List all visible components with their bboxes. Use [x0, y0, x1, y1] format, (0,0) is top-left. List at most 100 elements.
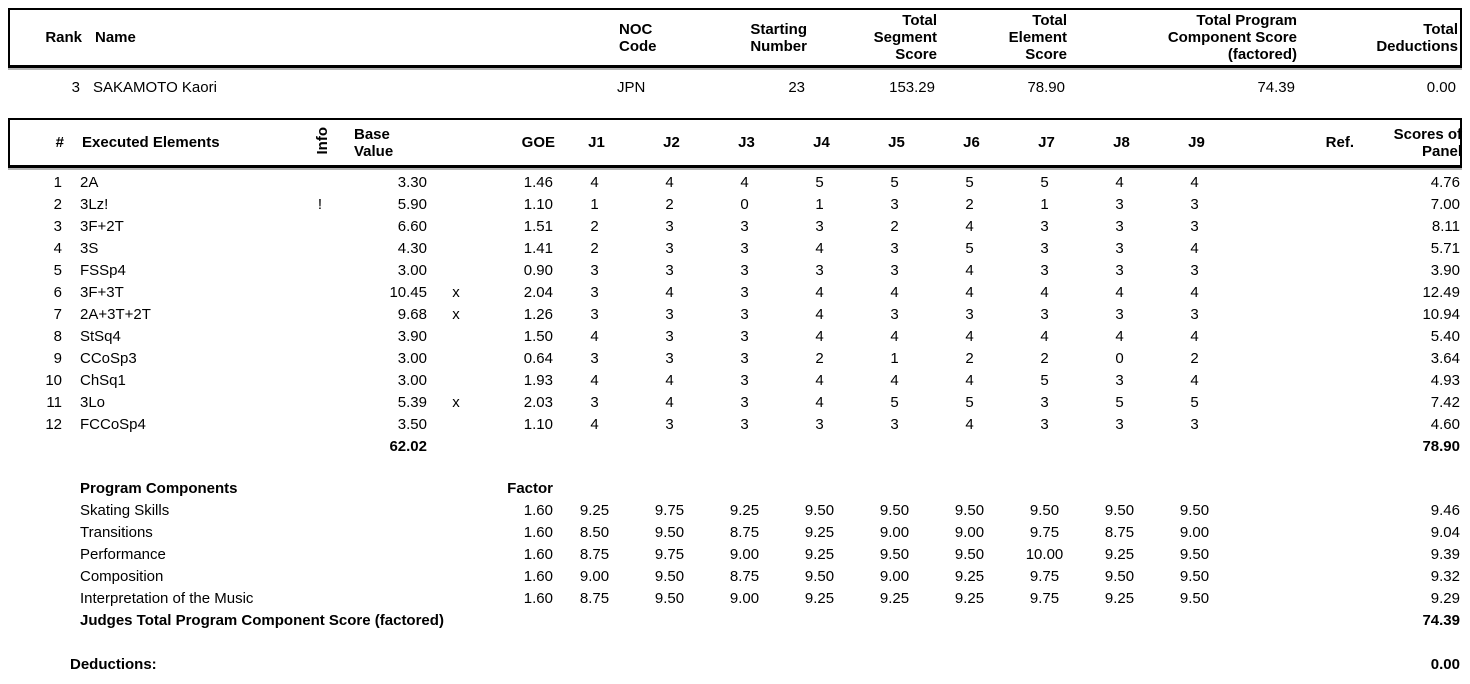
judge-score-j3: 3: [740, 240, 749, 257]
component-judge-score-j6: 9.00: [954, 524, 985, 541]
element-panel-score: 4.76: [1430, 174, 1460, 191]
elements-header-info: Info: [313, 126, 331, 155]
component-judge-score-j9: 9.00: [1179, 524, 1210, 541]
judge-score-j3: 3: [740, 284, 749, 301]
judge-score-j5: 1: [890, 350, 899, 367]
element-number: 8: [53, 328, 62, 345]
judge-score-j2: 4: [665, 394, 674, 411]
elements-header-j3: J3: [738, 134, 755, 151]
element-name: StSq4: [80, 328, 121, 345]
judge-score-j2: 3: [665, 240, 674, 257]
judge-score-j9: 3: [1190, 218, 1199, 235]
judge-score-j1: 4: [590, 328, 599, 345]
element-goe: 0.64: [523, 350, 553, 367]
element-row: 6 3F+3T 10.45 x 2.04 3 4 3 4 4 4 4 4 4 12.49: [8, 282, 1462, 304]
element-base-value: 3.30: [397, 174, 427, 191]
component-judge-score-j6: 9.50: [954, 546, 985, 563]
judge-score-j9: 3: [1190, 306, 1199, 323]
elements-header-j5: J5: [888, 134, 905, 151]
component-judge-score-j9: 9.50: [1179, 590, 1210, 607]
elements-header-row: # Executed Elements Info Base Value GOE …: [10, 120, 1464, 165]
judge-score-j7: 3: [1040, 394, 1049, 411]
component-judge-score-j1: 8.75: [579, 590, 610, 607]
element-panel-score: 4.93: [1430, 372, 1460, 389]
element-goe: 1.41: [523, 240, 553, 257]
result-header-starting-number: Starting Number: [750, 20, 807, 55]
element-number: 10: [45, 372, 62, 389]
skater-rank: 3: [71, 79, 80, 96]
judge-score-j6: 4: [965, 218, 974, 235]
judge-score-j8: 3: [1115, 306, 1124, 323]
judge-score-j8: 4: [1115, 328, 1124, 345]
result-header-total-program-component-score: Total Program Component Score (factored): [1167, 12, 1297, 63]
judge-score-j5: 5: [890, 174, 899, 191]
judge-score-j4: 3: [815, 262, 824, 279]
judge-score-j6: 4: [965, 416, 974, 433]
judge-score-j5: 5: [890, 394, 899, 411]
judge-score-j6: 2: [965, 196, 974, 213]
judge-score-j5: 3: [890, 306, 899, 323]
judge-score-j2: 3: [665, 350, 674, 367]
judge-score-j4: 5: [815, 174, 824, 191]
skater-result-row: 3 SAKAMOTO Kaori JPN 23 153.29 78.90 74.…: [8, 77, 1462, 99]
component-judge-score-j2: 9.75: [654, 546, 685, 563]
judge-score-j3: 3: [740, 372, 749, 389]
judge-score-j1: 2: [590, 240, 599, 257]
element-number: 5: [53, 262, 62, 279]
skater-total-element-score: 78.90: [1027, 79, 1065, 96]
component-panel-score: 9.04: [1430, 524, 1460, 541]
element-goe: 1.51: [523, 218, 553, 235]
element-base-value: 4.30: [397, 240, 427, 257]
element-panel-score: 12.49: [1422, 284, 1460, 301]
component-judge-score-j1: 9.00: [579, 568, 610, 585]
judge-score-j6: 4: [965, 328, 974, 345]
component-name: Interpretation of the Music: [80, 590, 254, 607]
judge-score-j8: 4: [1115, 284, 1124, 301]
skater-name: SAKAMOTO Kaori: [93, 79, 217, 96]
component-judge-score-j8: 9.50: [1104, 568, 1135, 585]
element-goe: 1.26: [523, 306, 553, 323]
judge-score-j7: 5: [1040, 174, 1049, 191]
judge-score-j2: 3: [665, 306, 674, 323]
element-base-value: 5.39: [397, 394, 427, 411]
element-credit-marker: x: [452, 284, 460, 301]
result-header-rank: Rank: [45, 29, 82, 46]
element-name: 3F+3T: [80, 284, 124, 301]
component-factor: 1.60: [523, 502, 553, 519]
element-number: 6: [53, 284, 62, 301]
element-number: 3: [53, 218, 62, 235]
judge-score-j1: 4: [590, 416, 599, 433]
element-panel-score: 7.42: [1430, 394, 1460, 411]
component-name: Transitions: [80, 524, 153, 541]
elements-totals-row: 62.02 78.90: [8, 436, 1462, 458]
judge-score-j8: 3: [1115, 416, 1124, 433]
judge-score-j3: 3: [740, 218, 749, 235]
component-judge-score-j1: 8.50: [579, 524, 610, 541]
judge-score-j7: 1: [1040, 196, 1049, 213]
program-component-row: Skating Skills 1.60 9.25 9.75 9.25 9.50 9.50 9.…: [8, 500, 1462, 522]
component-judge-score-j4: 9.25: [804, 546, 835, 563]
elements-header-number: #: [55, 134, 64, 151]
result-header-name: Name: [95, 29, 136, 46]
judge-score-j7: 3: [1040, 262, 1049, 279]
factor-label: Factor: [507, 480, 553, 497]
element-panel-score: 7.00: [1430, 196, 1460, 213]
judge-score-j6: 4: [965, 284, 974, 301]
judge-score-j1: 3: [590, 394, 599, 411]
component-judge-score-j3: 9.00: [729, 546, 760, 563]
element-panel-score: 5.71: [1430, 240, 1460, 257]
elements-header-base-value: Base Value: [354, 125, 394, 160]
program-components-section: Program Components Factor Skating Skills…: [8, 478, 1462, 632]
component-judge-score-j5: 9.25: [879, 590, 910, 607]
judge-score-j3: 3: [740, 306, 749, 323]
total-element-panel-score: 78.90: [1422, 438, 1460, 455]
judge-score-j4: 4: [815, 328, 824, 345]
judge-score-j9: 2: [1190, 350, 1199, 367]
component-panel-score: 9.46: [1430, 502, 1460, 519]
judge-score-j6: 5: [965, 174, 974, 191]
skater-total-segment-score: 153.29: [889, 79, 935, 96]
program-components-header-row: Program Components Factor: [8, 478, 1462, 500]
judge-score-j9: 4: [1190, 284, 1199, 301]
judge-score-j3: 4: [740, 174, 749, 191]
component-judge-score-j5: 9.50: [879, 502, 910, 519]
